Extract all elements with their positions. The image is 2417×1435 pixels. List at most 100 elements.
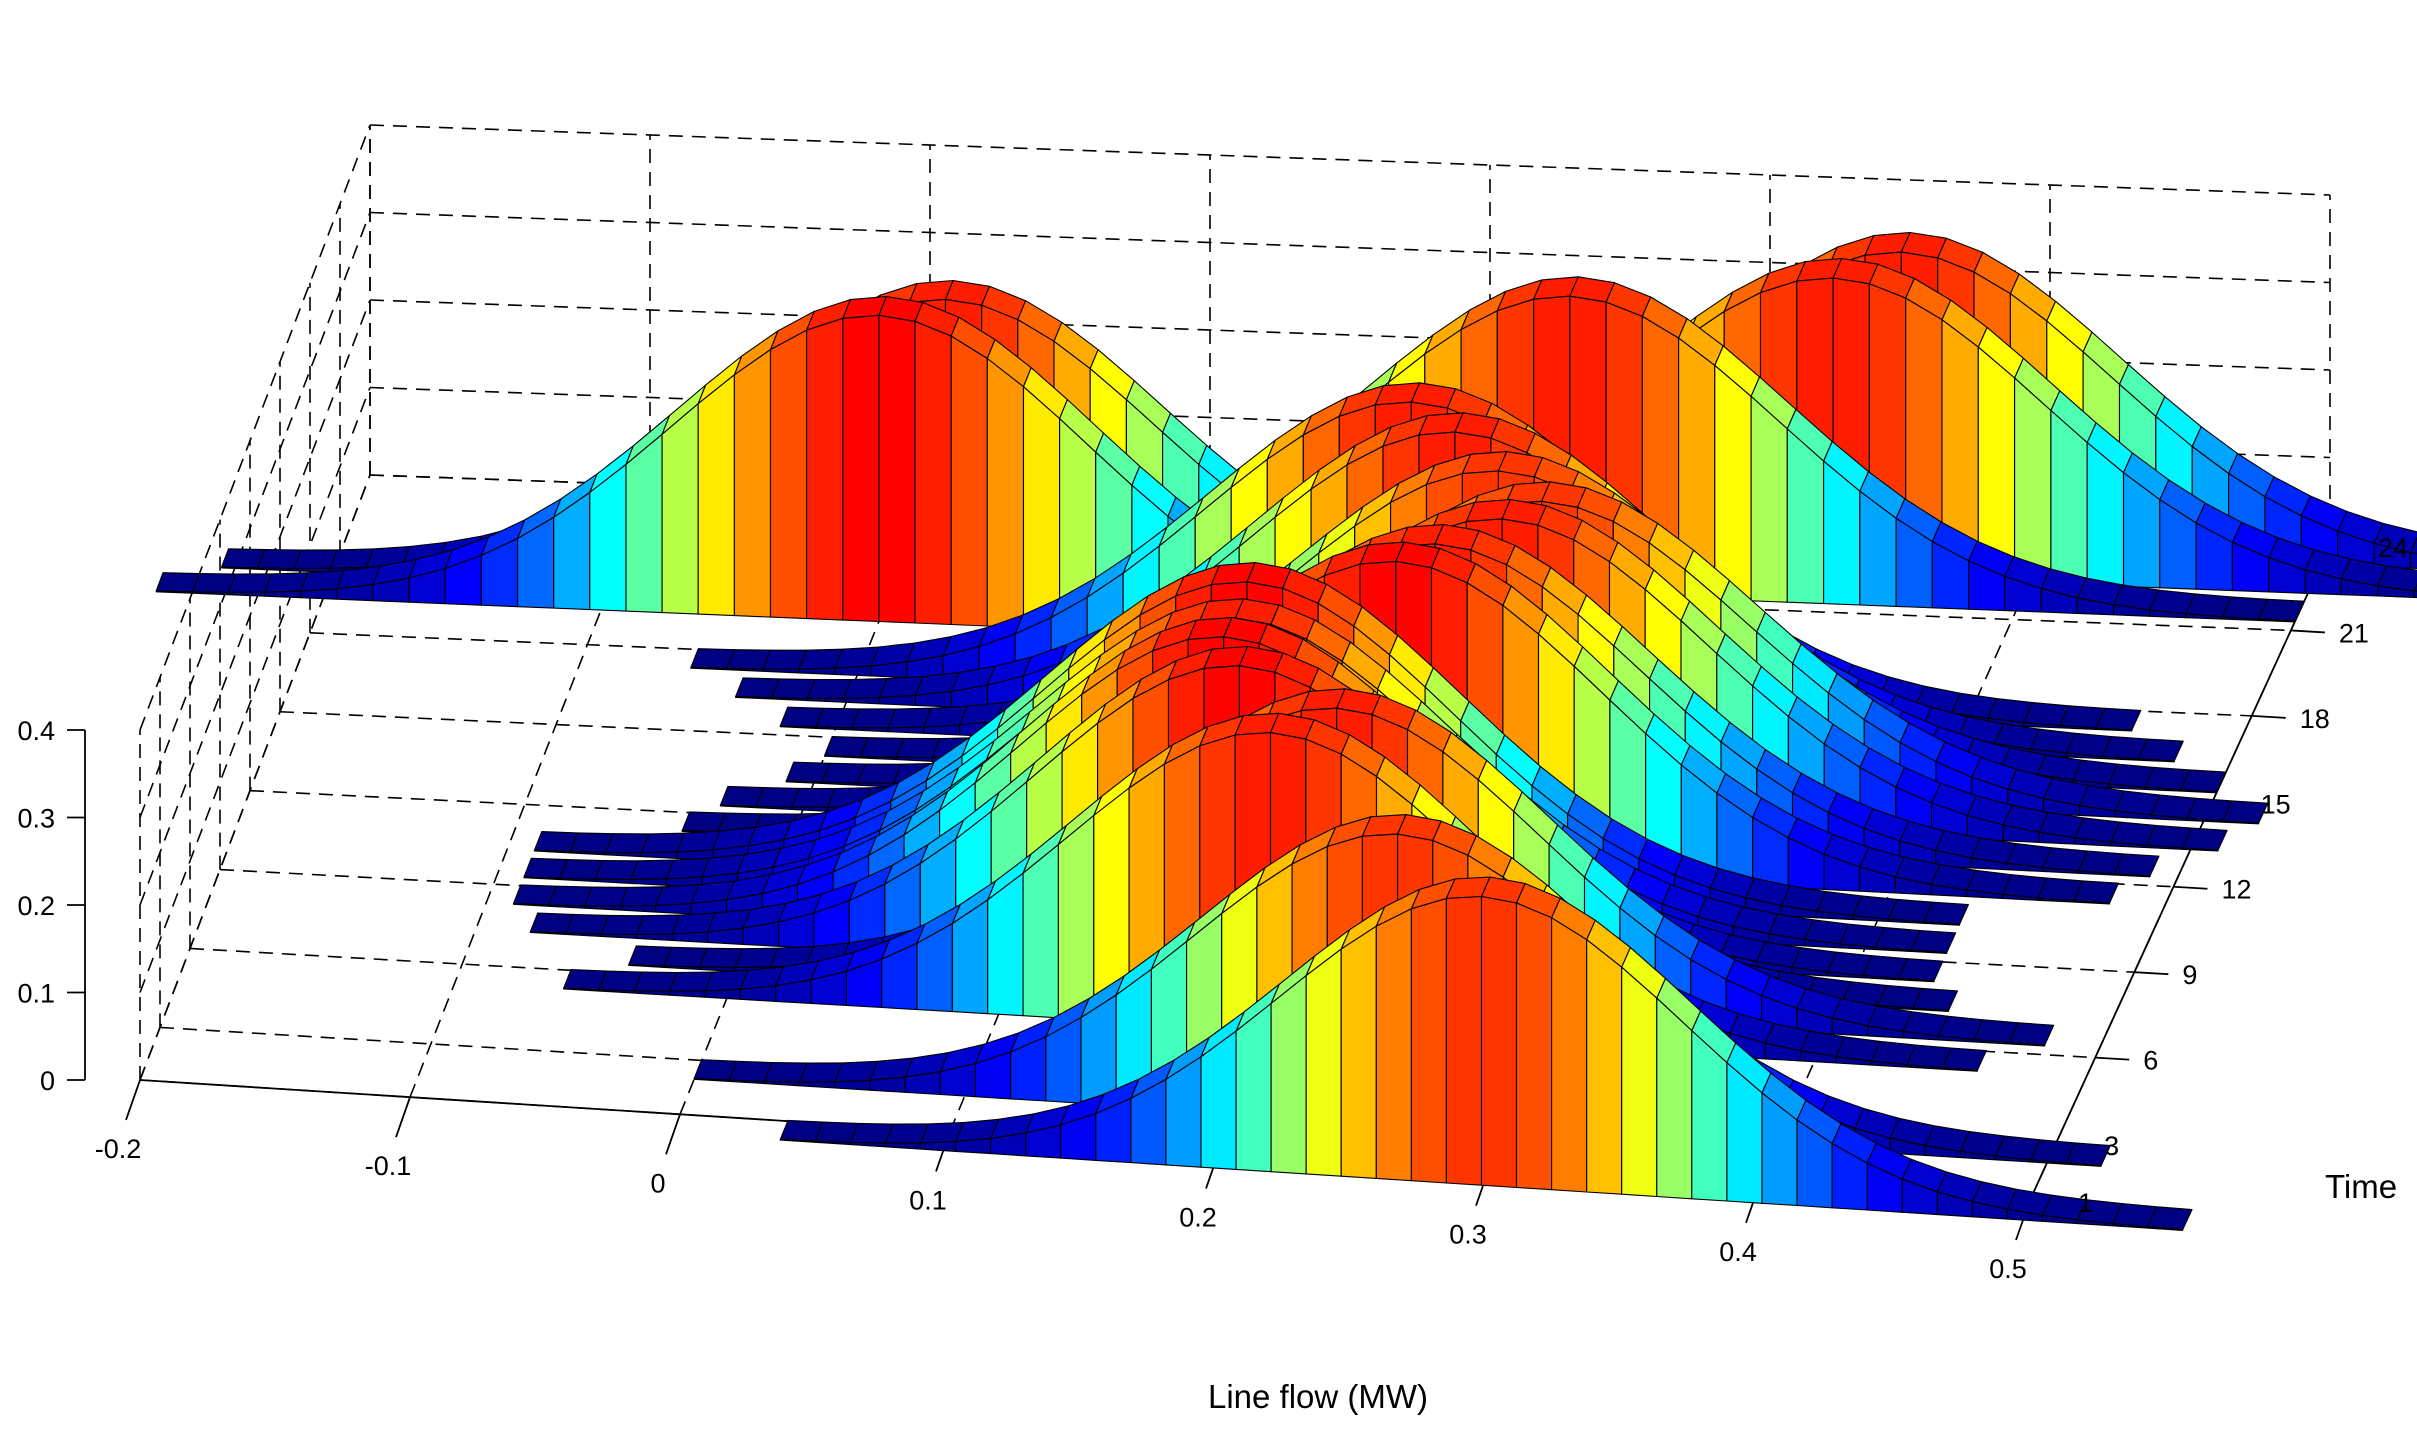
ridge-cell bbox=[834, 665, 872, 677]
ridge-cell bbox=[155, 572, 200, 593]
ridge-cell bbox=[1305, 948, 1342, 1177]
ridge-cell bbox=[155, 590, 193, 594]
time-axis-line bbox=[2029, 544, 2331, 1201]
ridge-cell bbox=[2113, 873, 2151, 878]
x-tick-label: -0.2 bbox=[95, 1134, 142, 1164]
left-wall-grid-line bbox=[139, 124, 371, 731]
ridge-cell bbox=[583, 905, 621, 911]
ridge-cell bbox=[955, 1137, 992, 1155]
ridge-cell bbox=[807, 697, 845, 703]
ridge-cell bbox=[600, 933, 638, 939]
ridge-cell bbox=[1375, 908, 1412, 1182]
time-tick-label: 18 bbox=[2300, 704, 2330, 734]
ridge-cell bbox=[791, 806, 829, 812]
x-tick-mark bbox=[395, 1096, 411, 1138]
time-tick-label: 15 bbox=[2261, 789, 2291, 819]
ridge-cell bbox=[769, 329, 808, 620]
ridge-cell bbox=[669, 990, 706, 998]
z-tick-label: 0.4 bbox=[17, 716, 55, 746]
time-tick-label: 21 bbox=[2339, 618, 2369, 648]
ridge-cell bbox=[565, 932, 602, 938]
time-tick-mark bbox=[2290, 629, 2325, 634]
ridge-cell bbox=[1941, 1067, 1978, 1072]
ridge-cell bbox=[1910, 949, 1948, 954]
ridge-cell bbox=[733, 349, 772, 618]
x-tick-mark bbox=[125, 1079, 141, 1121]
ridge-cell bbox=[2409, 536, 2417, 555]
ridge-cell bbox=[2137, 758, 2175, 763]
ridge-cell bbox=[755, 805, 793, 811]
ridge-cell bbox=[2014, 377, 2052, 585]
ridge-cell bbox=[640, 851, 678, 860]
back-wall-grid-line bbox=[369, 211, 2331, 284]
ridge-cell bbox=[1270, 975, 1307, 1175]
ridge-cell bbox=[771, 697, 809, 702]
ridge-cell bbox=[2180, 789, 2218, 794]
x-tick-label: 0.2 bbox=[1179, 1203, 1217, 1233]
floor-grid-line bbox=[409, 484, 651, 1098]
ridge-cell bbox=[762, 668, 800, 674]
ridge-cell bbox=[1912, 1007, 1950, 1013]
ridge-cell bbox=[887, 726, 925, 734]
y-axis-label: Time bbox=[2325, 1168, 2397, 1205]
x-tick-mark bbox=[665, 1113, 681, 1155]
ridge-cell bbox=[191, 591, 230, 596]
ridge-cell bbox=[569, 851, 607, 856]
x-tick-label: 0.3 bbox=[1449, 1220, 1487, 1250]
ridge-cell bbox=[663, 965, 701, 970]
ridge-cell bbox=[704, 988, 741, 1000]
ridge-cell bbox=[815, 726, 853, 731]
ridge-cell bbox=[1714, 364, 1752, 602]
x-tick-label: 0 bbox=[650, 1168, 665, 1198]
ridge-cell bbox=[919, 1140, 957, 1152]
ridge-cell bbox=[895, 756, 933, 762]
ridge-cell bbox=[605, 851, 642, 858]
ridge-cell bbox=[2257, 618, 2296, 623]
time-tick-label: 12 bbox=[2221, 875, 2251, 905]
left-wall-grid-line bbox=[139, 387, 371, 993]
ridge-cell bbox=[1897, 977, 1935, 983]
surface bbox=[155, 231, 2417, 1231]
ridge-cell bbox=[763, 1080, 801, 1087]
z-tick-label: 0.1 bbox=[17, 979, 55, 1009]
ridge-cell bbox=[548, 904, 586, 909]
time-tick-label: 9 bbox=[2182, 960, 2197, 990]
ridge-cell bbox=[798, 667, 836, 675]
ridge-cell bbox=[594, 878, 632, 884]
ridge-cell bbox=[1586, 939, 1623, 1195]
ridge-cell bbox=[2413, 590, 2417, 599]
ridge-cell bbox=[1340, 925, 1377, 1179]
ridge-cell bbox=[2095, 727, 2133, 732]
x-tick-label: -0.1 bbox=[365, 1151, 412, 1181]
back-wall-grid-line bbox=[369, 124, 2331, 196]
ridge-cell bbox=[851, 727, 889, 733]
density-ridge-t1 bbox=[779, 876, 2193, 1231]
time-tick-mark bbox=[2251, 714, 2286, 719]
z-tick-label: 0.3 bbox=[17, 804, 55, 834]
ridge-cell bbox=[923, 724, 961, 736]
ridge-cell bbox=[1515, 902, 1553, 1191]
ridge-cell bbox=[625, 433, 663, 614]
ridge-cell bbox=[2008, 1042, 2046, 1047]
ridge-cell bbox=[619, 904, 657, 913]
left-wall-grid-line bbox=[139, 299, 371, 906]
tick-labels: -0.2 -0.1 0 0.1 0.2 0.3 0.4 0.5 13 6 9 12 15 18 21 24 0 0… bbox=[17, 533, 2408, 1284]
ridge-cell bbox=[884, 1142, 922, 1150]
ridge-cell bbox=[726, 667, 764, 672]
ridge-cell bbox=[221, 566, 259, 570]
ridge-cell bbox=[914, 320, 952, 626]
ridge-cell bbox=[1057, 814, 1095, 1021]
ridge-cell bbox=[1235, 1002, 1272, 1173]
ridge-cell bbox=[878, 694, 917, 706]
ridge-cell bbox=[671, 931, 709, 943]
x-tick-label: 0.4 bbox=[1719, 1237, 1757, 1267]
time-tick-label: 3 bbox=[2104, 1131, 2119, 1161]
ridge-cell bbox=[869, 1076, 906, 1093]
ridge-cell bbox=[842, 696, 881, 705]
ridge-cell bbox=[1022, 844, 1059, 1019]
ridge-cell bbox=[806, 317, 844, 621]
ridge-cell bbox=[690, 666, 728, 671]
ridge-cell bbox=[834, 1079, 871, 1091]
ridge-cell bbox=[842, 314, 880, 623]
ridge-cell bbox=[1480, 895, 1518, 1189]
